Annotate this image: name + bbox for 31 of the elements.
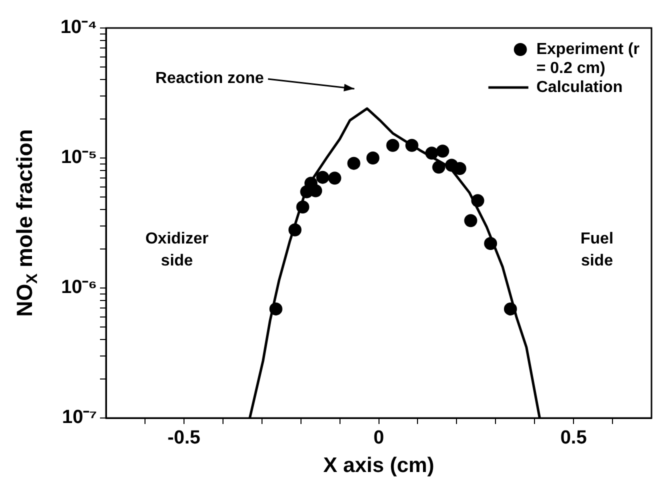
point — [347, 156, 360, 170]
x-tick-label: 0 — [373, 428, 384, 449]
y-tick-label: 10⁻⁴ — [60, 17, 97, 38]
point — [366, 152, 380, 164]
y-tick-label: 10⁻⁵ — [60, 147, 97, 168]
legend-label: Calculation — [536, 78, 623, 96]
point — [328, 172, 342, 185]
point — [464, 214, 478, 228]
legend-label: Experiment (r = 0.2 cm) — [536, 40, 640, 77]
x-tick-label: 0.5 — [560, 428, 588, 449]
point — [296, 200, 310, 214]
point — [405, 138, 418, 152]
y-tick-label: 10⁻⁶ — [61, 277, 97, 298]
point — [316, 170, 330, 184]
point — [386, 138, 400, 152]
point — [269, 302, 282, 316]
x-axis-title: X axis (cm) — [323, 454, 434, 477]
x-tick-label: -0.5 — [168, 428, 201, 449]
point — [436, 144, 450, 158]
annotation: Fuel side — [580, 230, 614, 270]
y-axis-title: NOX mole fraction — [12, 129, 41, 317]
point — [504, 302, 517, 316]
point — [432, 160, 446, 174]
point — [425, 146, 438, 160]
point — [453, 162, 466, 176]
annotation: Reaction zone — [155, 70, 264, 88]
y-tick-label: 10⁻⁷ — [62, 407, 98, 428]
point — [484, 236, 498, 250]
point — [471, 194, 484, 208]
annotation: Oxidizer side — [145, 230, 208, 270]
point — [288, 223, 302, 236]
